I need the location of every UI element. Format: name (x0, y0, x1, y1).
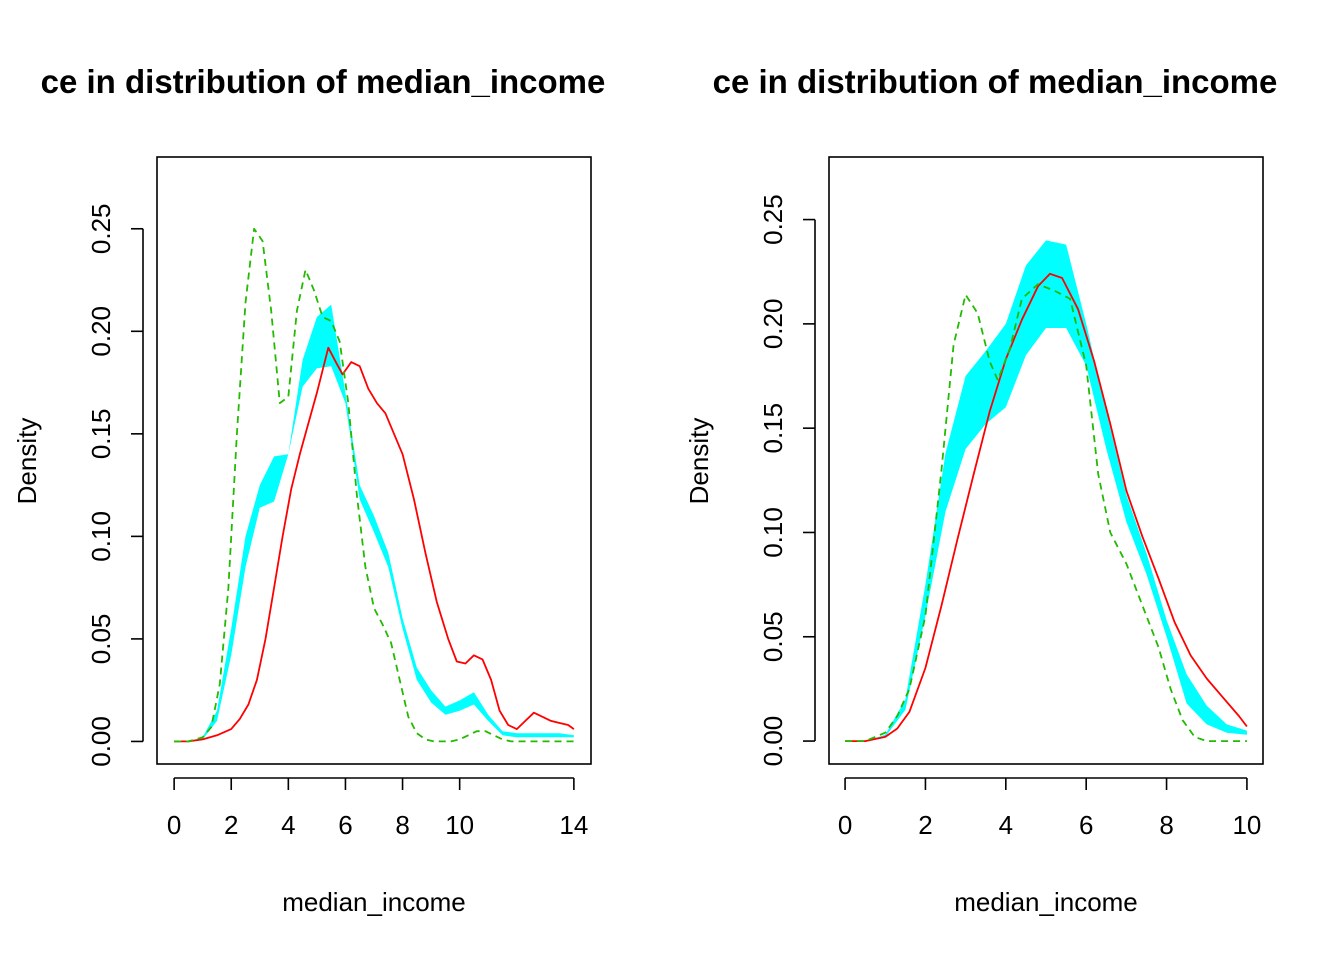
x-tick-label: 0 (838, 810, 852, 840)
y-tick-label: 0.05 (758, 611, 788, 662)
y-tick-label: 0.15 (86, 409, 116, 460)
x-tick-label: 2 (918, 810, 932, 840)
y-tick-label: 0.00 (758, 716, 788, 767)
solid-density-line (845, 272, 1248, 742)
y-tick-label: 0.00 (86, 716, 116, 767)
x-tick-label: 10 (445, 810, 474, 840)
x-tick-label: 14 (559, 810, 588, 840)
y-tick-label: 0.05 (86, 614, 116, 665)
x-tick-label: 10 (1232, 810, 1261, 840)
left-density-panel: ce in distribution of median_income 0 2 4 6 8… (12, 63, 605, 917)
y-tick-label: 0.10 (758, 507, 788, 558)
chart-title: ce in distribution of median_income (713, 63, 1278, 100)
x-tick-label: 8 (395, 810, 409, 840)
x-tick-label: 6 (338, 810, 352, 840)
dashed-density-line (845, 283, 1247, 742)
x-tick-label: 8 (1159, 810, 1173, 840)
x-tick-label: 0 (167, 810, 181, 840)
y-tick-label: 0.10 (86, 511, 116, 562)
y-axis-label: Density (12, 418, 42, 505)
x-tick-label: 6 (1079, 810, 1093, 840)
y-tick-label: 0.25 (86, 203, 116, 254)
dashed-density-line (174, 227, 574, 743)
chart-title: ce in distribution of median_income (41, 63, 606, 100)
x-axis-label: median_income (282, 887, 466, 917)
y-tick-label: 0.15 (758, 403, 788, 454)
y-tick-label: 0.20 (86, 306, 116, 357)
y-tick-label: 0.25 (758, 194, 788, 245)
x-axis-label: median_income (954, 887, 1138, 917)
x-tick-label: 4 (999, 810, 1013, 840)
solid-density-line (174, 346, 575, 743)
x-tick-label: 4 (281, 810, 295, 840)
reference-band (174, 304, 574, 742)
plot-frame (156, 156, 592, 765)
y-tick-label: 0.20 (758, 299, 788, 350)
x-tick-label: 2 (224, 810, 238, 840)
plot-frame (828, 156, 1264, 765)
right-density-panel: ce in distribution of median_income 0 2 4 6 8… (684, 63, 1277, 917)
y-axis-label: Density (684, 418, 714, 505)
